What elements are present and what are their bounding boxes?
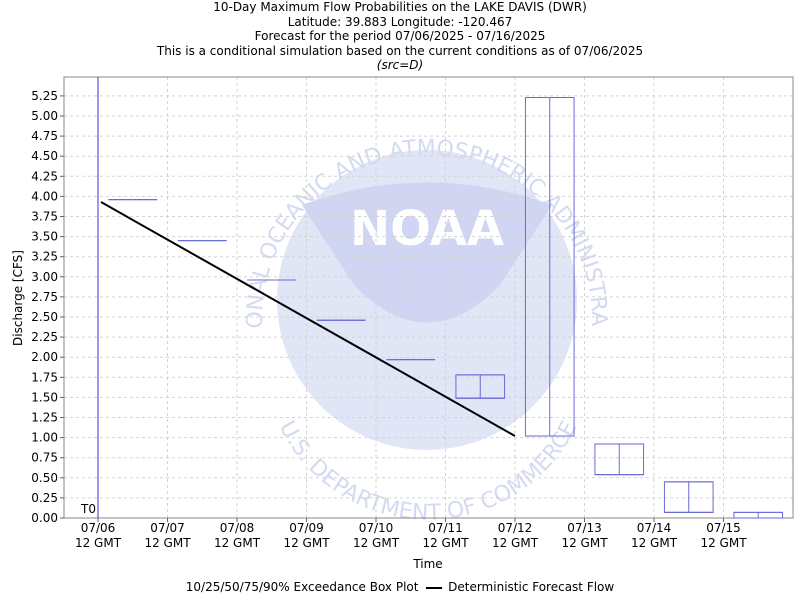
- y-tick-label: 3.50: [31, 230, 58, 244]
- y-axis-title: Discharge [CFS]: [11, 250, 25, 346]
- x-tick-date: 07/06: [81, 521, 116, 535]
- x-tick-time: 12 GMT: [353, 536, 400, 550]
- chart-title: 10-Day Maximum Flow Probabilities on the…: [213, 0, 587, 14]
- y-tick-label: 1.75: [31, 370, 58, 384]
- chart-subtitle-source: (src=D): [376, 58, 424, 73]
- y-tick-label: 3.00: [31, 270, 58, 284]
- x-tick-date: 07/07: [150, 521, 185, 535]
- y-tick-label: 3.25: [31, 250, 58, 264]
- x-tick-time: 12 GMT: [283, 536, 330, 550]
- x-tick-date: 07/12: [498, 521, 533, 535]
- x-tick-date: 07/08: [220, 521, 255, 535]
- x-tick-date: 07/09: [289, 521, 324, 535]
- noaa-logo-text: NOAA: [350, 201, 504, 257]
- y-tick-label: 1.00: [31, 431, 58, 445]
- y-tick-label: 5.00: [31, 109, 58, 123]
- legend-line-swatch: [426, 586, 443, 589]
- x-tick-date: 07/10: [359, 521, 394, 535]
- grid-lines: [64, 77, 793, 518]
- chart-title-block: 10-Day Maximum Flow Probabilities on the…: [0, 0, 800, 73]
- x-tick-time: 12 GMT: [144, 536, 191, 550]
- x-tick-date: 07/15: [706, 521, 741, 535]
- x-tick-date: 07/14: [637, 521, 672, 535]
- y-tick-label: 0.75: [31, 451, 58, 465]
- y-tick-label: 2.50: [31, 310, 58, 324]
- y-tick-label: 4.00: [31, 189, 58, 203]
- x-tick-time: 12 GMT: [214, 536, 261, 550]
- y-tick-label: 1.25: [31, 411, 58, 425]
- x-tick-time: 12 GMT: [422, 536, 469, 550]
- noaa-bird-shape: [302, 182, 552, 323]
- x-axis-title: Time: [412, 557, 442, 571]
- x-tick-time: 12 GMT: [631, 536, 678, 550]
- deterministic-forecast-line: [100, 201, 516, 437]
- chart-subtitle-condition: This is a conditional simulation based o…: [156, 43, 644, 58]
- exceedance-box: [594, 443, 645, 476]
- y-tick-label: 4.50: [31, 149, 58, 163]
- x-tick-time: 12 GMT: [75, 536, 122, 550]
- exceedance-box: [733, 511, 784, 519]
- exceedance-box: [455, 374, 506, 399]
- noaa-watermark: NOAA NATIONAL OCEANIC AND ATMOSPHERIC AD…: [0, 0, 611, 526]
- t0-label: T0: [80, 502, 96, 516]
- exceedance-box: [663, 481, 714, 513]
- chart-subtitle-location: Latitude: 39.883 Longitude: -120.467: [287, 14, 513, 29]
- x-tick-time: 12 GMT: [492, 536, 539, 550]
- y-tick-label: 4.25: [31, 169, 58, 183]
- x-tick-time: 12 GMT: [700, 536, 747, 550]
- y-tick-label: 3.75: [31, 210, 58, 224]
- y-tick-label: 2.00: [31, 350, 58, 364]
- x-tick-date: 07/13: [567, 521, 602, 535]
- deterministic-line-group: [100, 201, 516, 437]
- chart-legend: 10/25/50/75/90% Exceedance Box Plot Dete…: [0, 580, 800, 594]
- chart-subtitle-period: Forecast for the period 07/06/2025 - 07/…: [254, 29, 546, 44]
- y-tick-label: 0.25: [31, 491, 58, 505]
- y-axis: 0.00 0.25 0.50 0.75 1.00 1.25 1.50 1.75 2.00 2.25…: [31, 89, 64, 525]
- plot-border: [63, 76, 794, 519]
- y-tick-label: 1.50: [31, 390, 58, 404]
- y-tick-label: 2.75: [31, 290, 58, 304]
- y-tick-label: 0.00: [31, 511, 58, 525]
- y-tick-label: 2.25: [31, 330, 58, 344]
- exceedance-boxes: [108, 97, 784, 519]
- legend-line-label: Deterministic Forecast Flow: [448, 580, 615, 594]
- x-tick-date: 07/11: [428, 521, 463, 535]
- y-tick-label: 5.25: [31, 89, 58, 103]
- x-tick-time: 12 GMT: [561, 536, 608, 550]
- legend-box-label: 10/25/50/75/90% Exceedance Box Plot: [185, 580, 419, 594]
- y-tick-label: 4.75: [31, 129, 58, 143]
- exceedance-box: [524, 97, 575, 437]
- y-tick-label: 0.50: [31, 471, 58, 485]
